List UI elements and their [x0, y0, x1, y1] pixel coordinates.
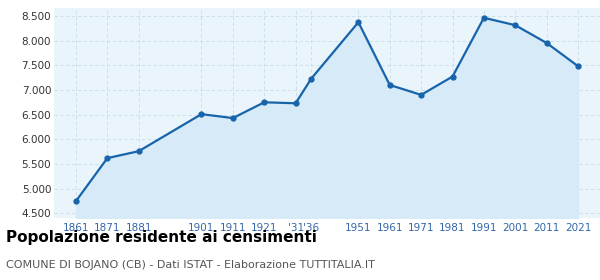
- Text: COMUNE DI BOJANO (CB) - Dati ISTAT - Elaborazione TUTTITALIA.IT: COMUNE DI BOJANO (CB) - Dati ISTAT - Ela…: [6, 260, 375, 270]
- Text: Popolazione residente ai censimenti: Popolazione residente ai censimenti: [6, 230, 317, 245]
